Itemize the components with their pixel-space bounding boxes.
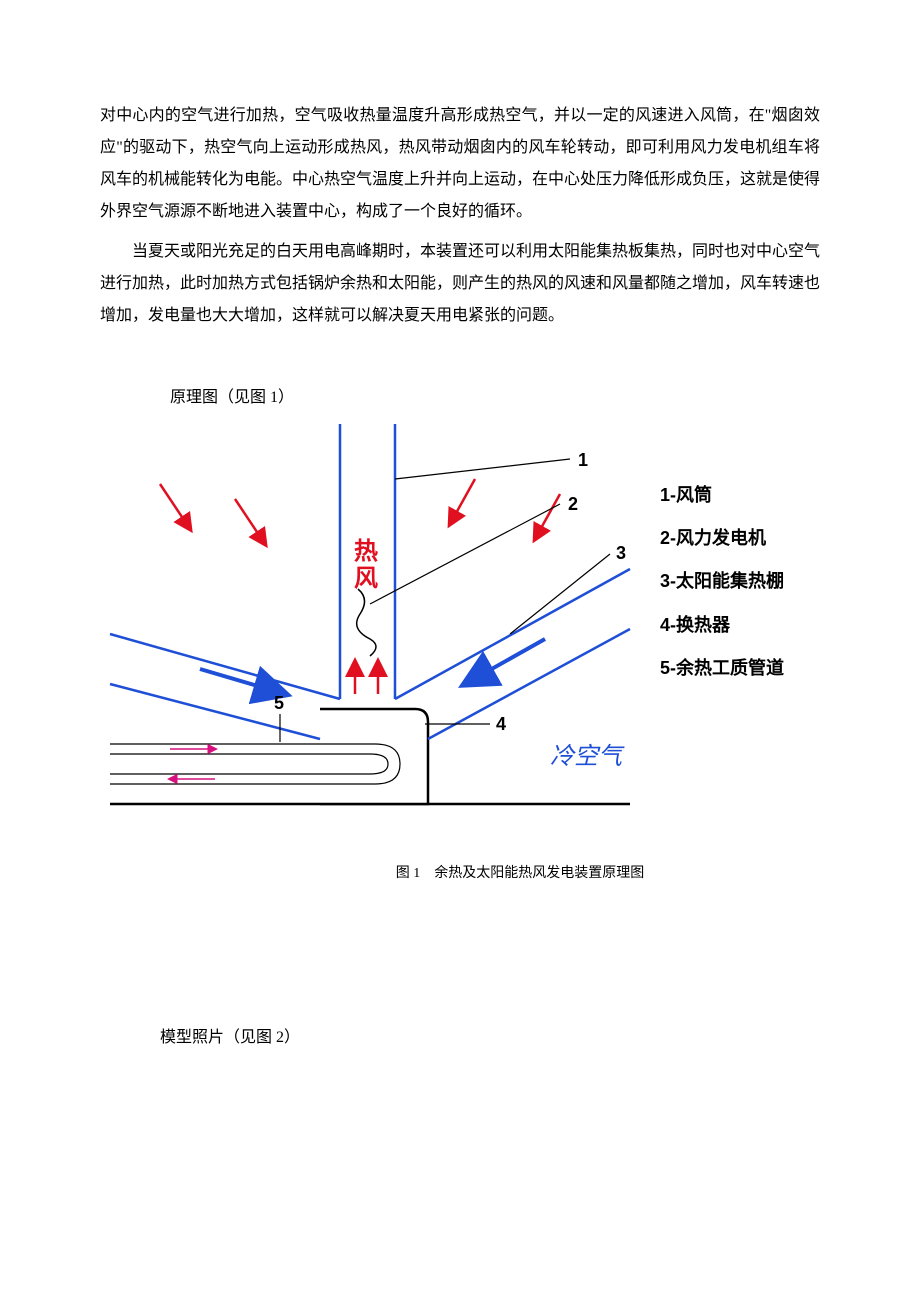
solar-arrow-4 — [535, 494, 560, 539]
legend-item-2: 2-风力发电机 — [660, 517, 784, 560]
solar-arrow-2 — [235, 499, 265, 544]
principle-diagram: 热 风 1 2 3 4 5 冷空气 — [70, 424, 650, 854]
cold-air-arrow-right — [465, 639, 545, 684]
callout-num-2: 2 — [568, 494, 578, 514]
paragraph-2: 当夏天或阳光充足的白天用电高峰期时，本装置还可以利用太阳能集热板集热，同时也对中… — [100, 236, 820, 332]
callout-3 — [510, 554, 610, 634]
callout-num-5: 5 — [274, 693, 284, 713]
cold-air-label: 冷空气 — [550, 743, 625, 770]
canopy-left-top — [110, 634, 340, 699]
callout-2 — [370, 504, 560, 604]
cold-air-arrow-left — [200, 669, 285, 694]
legend-item-1: 1-风筒 — [660, 474, 784, 517]
exchanger-box — [320, 709, 428, 804]
solar-arrow-1 — [160, 484, 190, 529]
canopy-left-bottom — [110, 684, 320, 739]
hot-air-label-2: 风 — [354, 566, 378, 592]
solar-arrow-3 — [450, 479, 475, 524]
paragraph-1: 对中心内的空气进行加热，空气吸收热量温度升高形成热空气，并以一定的风速进入风筒，… — [100, 100, 820, 228]
figure-1-caption: 图 1 余热及太阳能热风发电装置原理图 — [220, 862, 820, 882]
legend-item-4: 4-换热器 — [660, 604, 784, 647]
callout-1 — [395, 459, 570, 479]
canopy-right-top — [395, 569, 630, 699]
turbine-icon — [357, 589, 376, 656]
canopy-right-bottom — [428, 629, 630, 739]
figure-1-container: 热 风 1 2 3 4 5 冷空气 1-风筒 2-风力发电机 3-太阳能集热 — [70, 424, 820, 854]
callout-num-3: 3 — [616, 543, 626, 563]
figure-1-label: 原理图（见图 1） — [170, 382, 820, 414]
callout-num-4: 4 — [496, 714, 506, 734]
figure-2-label: 模型照片（见图 2） — [160, 1022, 820, 1054]
legend-item-5: 5-余热工质管道 — [660, 647, 784, 690]
hot-air-label-1: 热 — [354, 538, 378, 565]
callout-num-1: 1 — [578, 450, 588, 470]
legend: 1-风筒 2-风力发电机 3-太阳能集热棚 4-换热器 5-余热工质管道 — [660, 474, 784, 690]
legend-item-3: 3-太阳能集热棚 — [660, 560, 784, 603]
